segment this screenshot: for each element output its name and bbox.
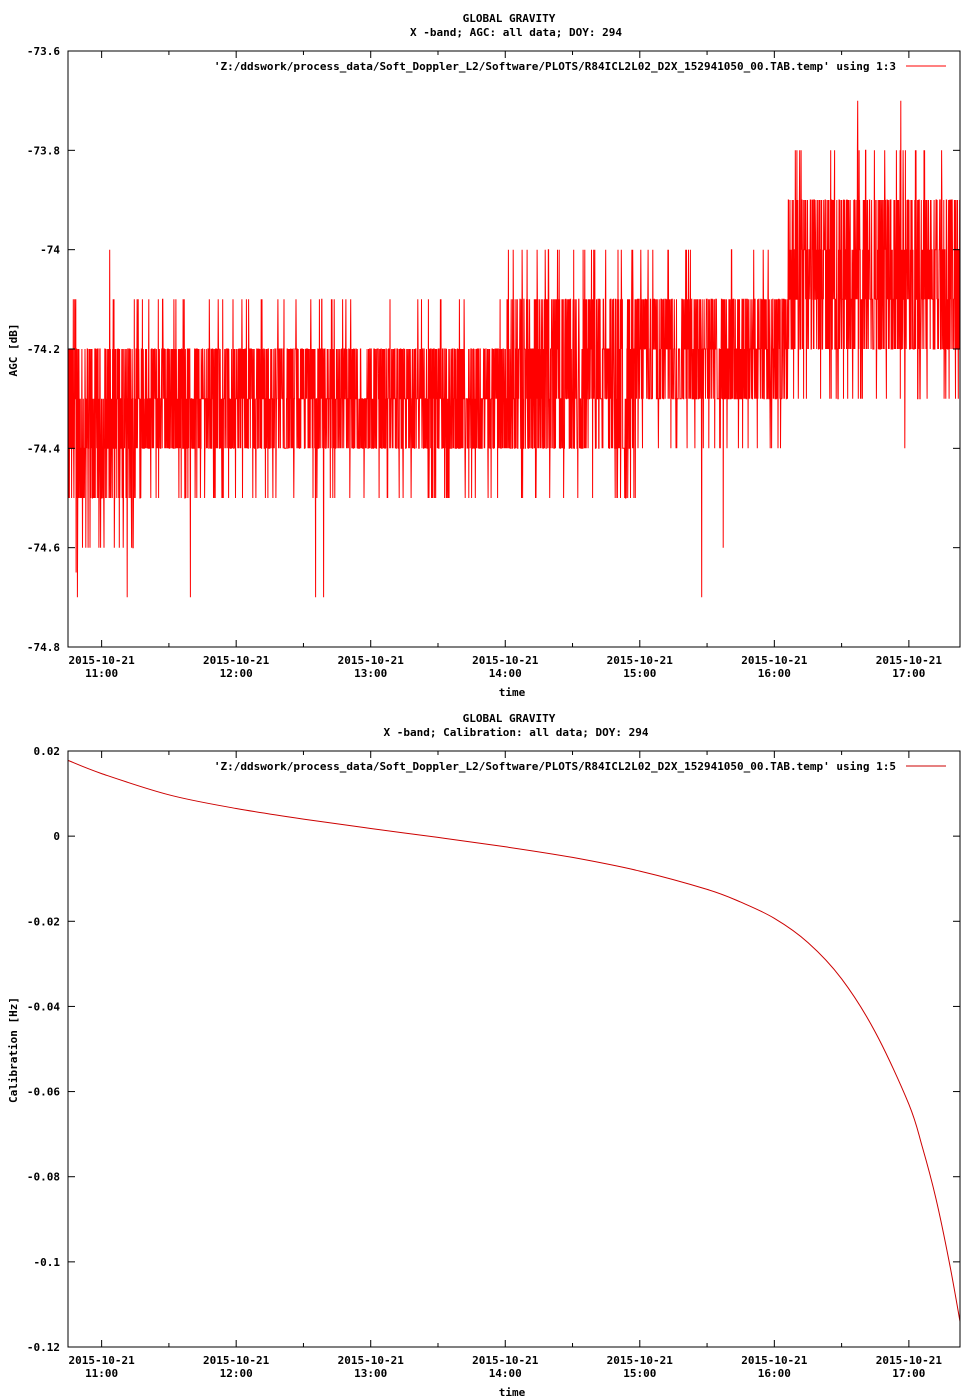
agc-chart-series-layer [67, 100, 961, 598]
agc-chart-x-tick-time: 15:00 [623, 667, 656, 680]
agc-chart-x-axis-label: time [499, 686, 526, 699]
agc-chart-x-tick-time: 12:00 [220, 667, 253, 680]
calibration-chart-x-tick-date: 2015-10-21 [472, 1354, 539, 1367]
calibration-chart-x-axis-label: time [499, 1386, 526, 1399]
calibration-chart-subtitle: X -band; Calibration: all data; DOY: 294 [384, 726, 649, 739]
calibration-chart-y-tick-label: -0.04 [27, 1000, 60, 1013]
calibration-chart-tick-layer: 0.02 0 -0.02 -0.04 -0.06 -0.08 -0.1 -0.12 2015-1… [27, 745, 960, 1380]
calibration-chart-title: GLOBAL GRAVITY [463, 712, 556, 725]
calibration-chart-x-tick-date: 2015-10-21 [338, 1354, 405, 1367]
calibration-chart-x-tick-time: 16:00 [758, 1367, 791, 1380]
agc-chart-y-tick-label: -74.8 [27, 641, 60, 654]
calibration-chart-y-tick-label: -0.08 [27, 1171, 60, 1184]
calibration-chart-series-layer [67, 759, 961, 1322]
agc-chart-y-tick-label: -73.8 [27, 144, 60, 157]
calibration-chart-x-tick-time: 14:00 [489, 1367, 522, 1380]
agc-chart-x-tick-date: 2015-10-21 [338, 654, 405, 667]
calibration-chart-y-tick-label: 0 [53, 830, 60, 843]
agc-chart-y-tick-label: -73.6 [27, 45, 60, 58]
agc-chart-y-axis-label: AGC [dB] [7, 324, 20, 377]
calibration-chart-x-tick-date: 2015-10-21 [203, 1354, 270, 1367]
agc-chart-legend: 'Z:/ddswork/process_data/Soft_Doppler_L2… [214, 60, 946, 73]
agc-chart-x-tick-date: 2015-10-21 [69, 654, 136, 667]
agc-chart: GLOBAL GRAVITY X -band; AGC: all data; D… [7, 12, 961, 699]
agc-chart-y-tick-label: -74 [40, 244, 60, 257]
agc-chart-x-tick-date: 2015-10-21 [203, 654, 270, 667]
calibration-chart-x-tick-date: 2015-10-21 [607, 1354, 674, 1367]
agc-chart-x-tick-date: 2015-10-21 [741, 654, 808, 667]
calibration-chart-y-axis-label: Calibration [Hz] [7, 997, 20, 1103]
calibration-chart-x-tick-time: 12:00 [220, 1367, 253, 1380]
calibration-chart-x-tick-time: 13:00 [354, 1367, 387, 1380]
calibration-chart-legend-label: 'Z:/ddswork/process_data/Soft_Doppler_L2… [214, 760, 896, 773]
calibration-chart-x-tick-time: 11:00 [85, 1367, 118, 1380]
agc-chart-subtitle: X -band; AGC: all data; DOY: 294 [410, 26, 622, 39]
agc-chart-x-tick-date: 2015-10-21 [876, 654, 943, 667]
agc-chart-x-tick-time: 16:00 [758, 667, 791, 680]
agc-chart-y-tick-label: -74.4 [27, 442, 60, 455]
calibration-chart-y-tick-label: -0.06 [27, 1086, 60, 1099]
calibration-chart-x-tick-date: 2015-10-21 [741, 1354, 808, 1367]
agc-chart-x-tick-time: 11:00 [85, 667, 118, 680]
agc-chart-tick-layer: -73.6 -73.8 -74 -74.2 -74.4 -74.6 -74.8 2015-10… [27, 45, 960, 680]
calibration-chart: GLOBAL GRAVITY X -band; Calibration: all… [7, 712, 961, 1399]
agc-chart-y-tick-label: -74.6 [27, 542, 60, 555]
calibration-chart-x-tick-date: 2015-10-21 [876, 1354, 943, 1367]
agc-chart-x-tick-time: 17:00 [892, 667, 925, 680]
agc-chart-title: GLOBAL GRAVITY [463, 12, 556, 25]
agc-chart-series-line [67, 100, 961, 598]
calibration-chart-series-line [67, 759, 961, 1322]
calibration-chart-y-tick-label: -0.12 [27, 1341, 60, 1354]
calibration-chart-x-tick-time: 15:00 [623, 1367, 656, 1380]
calibration-chart-x-tick-time: 17:00 [892, 1367, 925, 1380]
calibration-chart-y-tick-label: 0.02 [34, 745, 61, 758]
calibration-chart-y-tick-label: -0.1 [34, 1256, 61, 1269]
calibration-chart-x-tick-date: 2015-10-21 [69, 1354, 136, 1367]
agc-chart-x-tick-date: 2015-10-21 [472, 654, 539, 667]
agc-chart-x-tick-time: 14:00 [489, 667, 522, 680]
calibration-chart-plot-frame [67, 750, 961, 1348]
agc-chart-y-tick-label: -74.2 [27, 343, 60, 356]
agc-chart-x-tick-time: 13:00 [354, 667, 387, 680]
agc-chart-x-tick-date: 2015-10-21 [607, 654, 674, 667]
calibration-chart-legend: 'Z:/ddswork/process_data/Soft_Doppler_L2… [214, 760, 946, 773]
calibration-chart-y-tick-label: -0.02 [27, 915, 60, 928]
agc-chart-legend-label: 'Z:/ddswork/process_data/Soft_Doppler_L2… [214, 60, 896, 73]
